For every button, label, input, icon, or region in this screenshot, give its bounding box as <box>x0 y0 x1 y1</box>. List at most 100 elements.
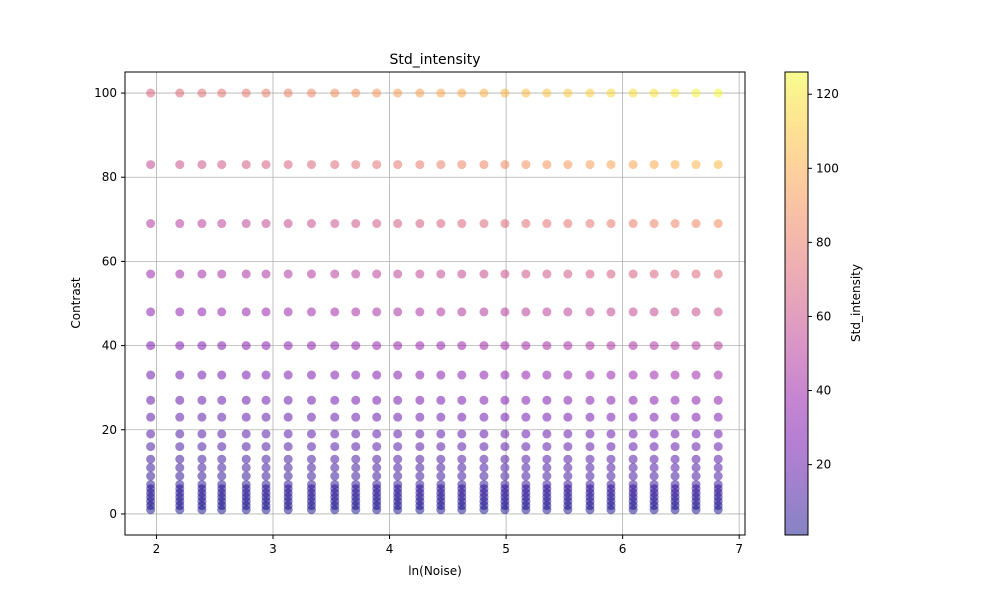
scatter-point <box>372 454 382 464</box>
y-axis-label: Contrast <box>69 277 83 329</box>
scatter-point <box>628 442 638 452</box>
scatter-point <box>628 341 638 351</box>
scatter-point <box>393 370 403 380</box>
scatter-point <box>628 463 638 473</box>
scatter-point <box>283 341 293 351</box>
scatter-point <box>670 479 680 489</box>
scatter-point <box>691 463 701 473</box>
scatter-point <box>479 219 489 229</box>
scatter-point <box>330 442 340 452</box>
scatter-point <box>670 463 680 473</box>
scatter-point <box>306 471 316 481</box>
scatter-point <box>175 429 185 439</box>
scatter-point <box>436 160 446 170</box>
scatter-point <box>670 471 680 481</box>
scatter-point <box>649 442 659 452</box>
scatter-point <box>500 442 510 452</box>
scatter-point <box>393 412 403 422</box>
scatter-point <box>542 341 552 351</box>
scatter-point <box>436 463 446 473</box>
scatter-point <box>436 395 446 405</box>
scatter-point <box>542 370 552 380</box>
scatter-point <box>670 341 680 351</box>
scatter-point <box>585 479 595 489</box>
scatter-point <box>330 370 340 380</box>
x-tick-label: 6 <box>619 542 627 556</box>
scatter-point <box>713 370 723 380</box>
scatter-point <box>649 370 659 380</box>
scatter-point <box>563 269 573 279</box>
scatter-point <box>241 160 251 170</box>
scatter-point <box>649 429 659 439</box>
scatter-point <box>606 463 616 473</box>
scatter-point <box>146 370 156 380</box>
scatter-point <box>713 471 723 481</box>
scatter-point <box>372 341 382 351</box>
scatter-point <box>713 307 723 317</box>
scatter-point <box>606 160 616 170</box>
scatter-point <box>436 429 446 439</box>
scatter-point <box>649 88 659 98</box>
scatter-point <box>372 219 382 229</box>
scatter-point <box>500 307 510 317</box>
scatter-point <box>479 412 489 422</box>
scatter-point <box>283 429 293 439</box>
scatter-point <box>351 269 361 279</box>
scatter-point <box>306 307 316 317</box>
scatter-point <box>542 463 552 473</box>
scatter-point <box>261 463 271 473</box>
scatter-point <box>241 370 251 380</box>
scatter-point <box>175 370 185 380</box>
scatter-point <box>372 88 382 98</box>
y-tick-label: 40 <box>102 339 117 353</box>
scatter-point <box>436 442 446 452</box>
scatter-point <box>393 88 403 98</box>
scatter-point <box>372 429 382 439</box>
scatter-point <box>261 370 271 380</box>
scatter-point <box>500 471 510 481</box>
scatter-point <box>585 463 595 473</box>
scatter-point <box>500 269 510 279</box>
scatter-point <box>393 463 403 473</box>
scatter-point <box>521 269 531 279</box>
scatter-point <box>393 307 403 317</box>
scatter-point <box>306 341 316 351</box>
scatter-point <box>628 454 638 464</box>
scatter-point <box>241 307 251 317</box>
scatter-point <box>217 341 227 351</box>
scatter-point <box>283 269 293 279</box>
scatter-point <box>306 88 316 98</box>
scatter-point <box>457 307 467 317</box>
scatter-point <box>217 370 227 380</box>
scatter-point <box>330 412 340 422</box>
scatter-point <box>351 463 361 473</box>
scatter-point <box>649 454 659 464</box>
scatter-point <box>563 160 573 170</box>
scatter-point <box>628 160 638 170</box>
scatter-point <box>283 412 293 422</box>
scatter-point <box>393 219 403 229</box>
colorbar-tick-label: 40 <box>816 384 831 398</box>
scatter-point <box>713 341 723 351</box>
scatter-point <box>175 160 185 170</box>
y-axis-ticks: 0 20 40 60 80 100 <box>94 86 125 521</box>
scatter-point <box>521 219 531 229</box>
scatter-point <box>457 429 467 439</box>
scatter-point <box>197 395 207 405</box>
scatter-point <box>175 307 185 317</box>
scatter-point <box>563 219 573 229</box>
scatter-point <box>261 160 271 170</box>
scatter-point <box>372 442 382 452</box>
scatter-point <box>197 454 207 464</box>
scatter-point <box>146 454 156 464</box>
scatter-point <box>436 370 446 380</box>
scatter-point <box>606 479 616 489</box>
scatter-point <box>306 412 316 422</box>
scatter-point <box>393 479 403 489</box>
scatter-point <box>241 269 251 279</box>
scatter-point <box>563 429 573 439</box>
x-tick-label: 2 <box>153 542 161 556</box>
scatter-point <box>606 370 616 380</box>
scatter-point <box>500 219 510 229</box>
scatter-point <box>241 479 251 489</box>
